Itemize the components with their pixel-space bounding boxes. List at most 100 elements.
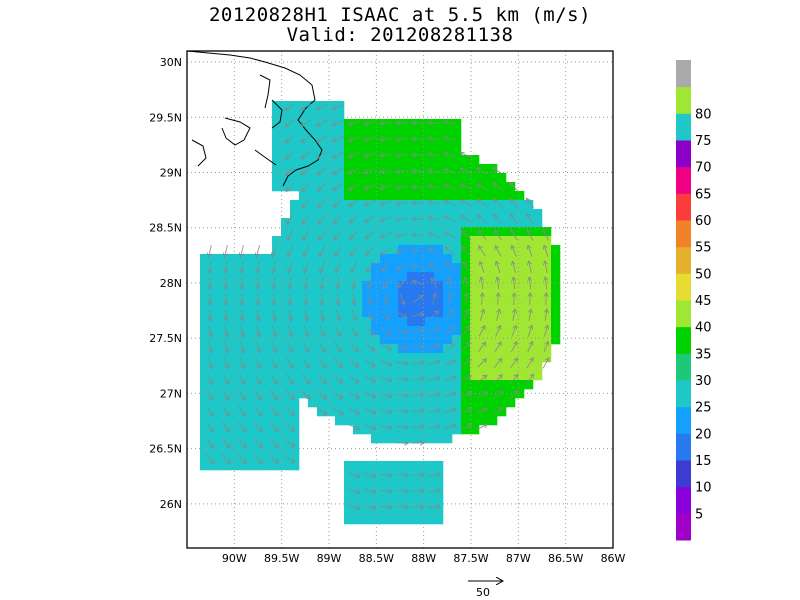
wind-cell (245, 407, 255, 417)
wind-cell (398, 209, 408, 219)
wind-cell (344, 191, 354, 201)
wind-cell (317, 353, 327, 363)
wind-cell (488, 209, 498, 219)
wind-cell (407, 380, 417, 390)
wind-cell (389, 506, 399, 516)
wind-vector (380, 327, 391, 334)
wind-vector (348, 391, 359, 398)
wind-cell (308, 137, 318, 147)
wind-cell (551, 281, 561, 291)
wind-cell (245, 263, 255, 273)
wind-cell (524, 272, 534, 282)
wind-cell (290, 299, 300, 309)
wind-cell (542, 326, 552, 336)
wind-cell (344, 497, 354, 507)
wind-cell (344, 137, 354, 147)
wind-cell (398, 272, 408, 282)
wind-cell (353, 515, 363, 525)
wind-cell (443, 128, 453, 138)
wind-cell (506, 371, 516, 381)
wind-cell (254, 254, 264, 264)
wind-vector (511, 325, 516, 337)
wind-cell (200, 407, 210, 417)
wind-cell (479, 380, 489, 390)
wind-cell (416, 254, 426, 264)
wind-vector (477, 375, 486, 384)
wind-cell (479, 335, 489, 345)
wind-cell (353, 128, 363, 138)
wind-cell (236, 317, 246, 327)
wind-cell (398, 335, 408, 345)
wind-cell (389, 389, 399, 399)
wind-cell (227, 299, 237, 309)
wind-vector (352, 261, 357, 273)
wind-cell (425, 218, 435, 228)
wind-cell (398, 398, 408, 408)
wind-vector (319, 245, 325, 257)
wind-cell (335, 317, 345, 327)
wind-cell (443, 155, 453, 165)
wind-cell (326, 227, 336, 237)
wind-cell (398, 461, 408, 471)
wind-cell (344, 164, 354, 174)
wind-cell (371, 425, 381, 435)
wind-cell (389, 164, 399, 174)
wind-cell (398, 281, 408, 291)
wind-vector (286, 150, 295, 159)
wind-vector (477, 184, 488, 191)
wind-vector (545, 309, 547, 321)
wind-vector (364, 408, 375, 413)
wind-cell (443, 380, 453, 390)
wind-cell (281, 461, 291, 471)
wind-cell (389, 515, 399, 525)
wind-cell (254, 299, 264, 309)
wind-cell (290, 101, 300, 111)
wind-cell (470, 218, 480, 228)
wind-vector (322, 292, 323, 305)
wind-cell (254, 389, 264, 399)
wind-cell (470, 335, 480, 345)
wind-vector (512, 261, 516, 273)
wind-cell (497, 200, 507, 210)
wind-cell (299, 182, 309, 192)
wind-cell (308, 281, 318, 291)
wind-vector (460, 153, 472, 158)
wind-cell (317, 119, 327, 129)
wind-vector (288, 245, 293, 256)
wind-cell (227, 452, 237, 462)
wind-cell (371, 515, 381, 525)
wind-cell (407, 191, 417, 201)
wind-cell (497, 245, 507, 255)
wind-cell (344, 389, 354, 399)
wind-cell (353, 470, 363, 480)
wind-vector (318, 357, 325, 368)
wind-cell (398, 155, 408, 165)
wind-cell (317, 380, 327, 390)
wind-vector (254, 373, 261, 385)
wind-cell (317, 191, 327, 201)
wind-cell (461, 362, 471, 372)
wind-vector (257, 325, 260, 337)
wind-vector (399, 293, 405, 304)
wind-vector (349, 199, 360, 207)
wind-cell (281, 299, 291, 309)
wind-vector (395, 475, 408, 476)
wind-cell (398, 506, 408, 516)
wind-cell (524, 326, 534, 336)
wind-cell (299, 353, 309, 363)
wind-cell (326, 182, 336, 192)
wind-cell (344, 479, 354, 489)
wind-cell (479, 209, 489, 219)
wind-cell (488, 389, 498, 399)
wind-vector (498, 293, 499, 306)
wind-vector (380, 474, 392, 476)
wind-cell (281, 434, 291, 444)
wind-cell (443, 362, 453, 372)
wind-vector (461, 343, 471, 352)
wind-cell (371, 479, 381, 489)
wind-vector (476, 424, 488, 431)
wind-cell (326, 353, 336, 363)
wind-cell (371, 146, 381, 156)
wind-vector (285, 406, 294, 416)
wind-cell (434, 254, 444, 264)
